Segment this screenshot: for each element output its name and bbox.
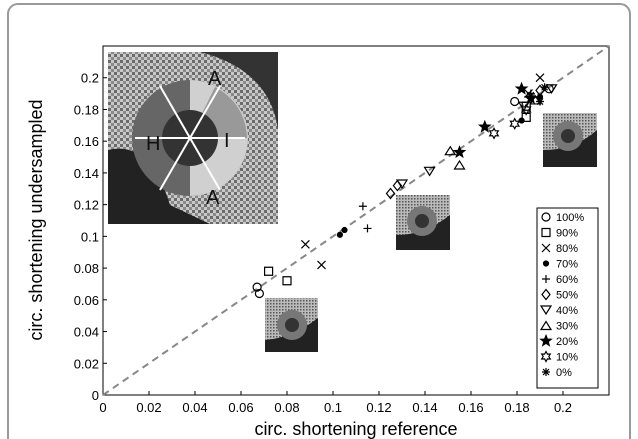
x-tick-label: 0.18 bbox=[504, 400, 529, 415]
marker bbox=[300, 239, 310, 249]
legend-label: 0% bbox=[556, 367, 572, 379]
marker bbox=[520, 103, 532, 116]
y-tick-label: 0.1 bbox=[81, 229, 99, 244]
legend-marker bbox=[542, 260, 550, 267]
marker bbox=[385, 187, 396, 200]
marker bbox=[509, 117, 521, 130]
legend-marker bbox=[542, 275, 550, 283]
legend-marker bbox=[541, 243, 551, 253]
legend-label: 80% bbox=[556, 243, 578, 255]
marker bbox=[317, 260, 326, 270]
marker bbox=[477, 119, 492, 133]
marker bbox=[540, 83, 549, 92]
legend-label: 40% bbox=[556, 305, 578, 317]
y-axis-label: circ. shortening undersampled bbox=[26, 99, 46, 340]
marker bbox=[526, 91, 535, 100]
y-tick-label: 0.04 bbox=[74, 325, 99, 340]
marker bbox=[488, 127, 500, 140]
marker bbox=[453, 159, 466, 170]
marker bbox=[535, 73, 545, 83]
x-tick-label: 0.12 bbox=[366, 400, 391, 415]
legend-marker bbox=[539, 305, 553, 316]
marker bbox=[252, 282, 262, 292]
legend-marker bbox=[542, 368, 550, 376]
marker bbox=[363, 224, 372, 233]
x-axis-label: circ. shortening reference bbox=[254, 419, 457, 439]
y-tick-label: 0.16 bbox=[74, 134, 99, 149]
marker bbox=[444, 145, 457, 156]
marker bbox=[518, 117, 525, 124]
x-tick-label: 0 bbox=[99, 400, 106, 415]
legend-marker bbox=[541, 288, 551, 301]
marker bbox=[336, 231, 343, 238]
legend-label: 50% bbox=[556, 290, 578, 302]
marker bbox=[395, 179, 409, 190]
legend-label: 60% bbox=[556, 274, 578, 286]
marker bbox=[452, 145, 467, 159]
y-tick-label: 0.02 bbox=[74, 356, 99, 371]
inset-image bbox=[543, 113, 597, 167]
inset-label: A bbox=[206, 187, 220, 209]
inset-image bbox=[265, 298, 318, 352]
marker bbox=[358, 202, 367, 211]
legend-marker bbox=[541, 227, 551, 238]
marker bbox=[536, 97, 544, 106]
x-tick-label: 0.06 bbox=[228, 400, 253, 415]
marker bbox=[341, 226, 348, 234]
legend-label: 100% bbox=[556, 212, 584, 224]
inset-label: I bbox=[224, 130, 230, 152]
inset-image bbox=[108, 52, 278, 224]
legend-label: 20% bbox=[556, 336, 578, 348]
x-tick-label: 0.14 bbox=[412, 400, 437, 415]
legend-marker bbox=[539, 333, 553, 347]
marker bbox=[254, 288, 264, 299]
inset-image bbox=[396, 195, 450, 250]
marker bbox=[510, 96, 520, 107]
legend-marker bbox=[539, 320, 553, 331]
marker bbox=[545, 84, 558, 94]
y-tick-label: 0.08 bbox=[74, 261, 99, 276]
x-tick-label: 0.16 bbox=[458, 400, 483, 415]
legend-label: 70% bbox=[556, 259, 578, 271]
legend-label: 10% bbox=[556, 352, 578, 364]
x-tick-label: 0.02 bbox=[136, 400, 161, 415]
legend-label: 90% bbox=[556, 228, 578, 240]
y-tick-label: 0.12 bbox=[74, 198, 99, 213]
x-tick-label: 0.1 bbox=[324, 400, 342, 415]
marker bbox=[423, 166, 436, 177]
y-tick-label: 0.2 bbox=[81, 71, 99, 86]
y-tick-label: 0.18 bbox=[74, 102, 99, 117]
legend-marker bbox=[540, 350, 552, 363]
legend-marker bbox=[541, 212, 551, 222]
inset-label: A bbox=[208, 68, 222, 90]
y-tick-label: 0.14 bbox=[74, 166, 99, 181]
inset-label: H bbox=[146, 133, 160, 155]
marker bbox=[517, 101, 530, 112]
legend-label: 30% bbox=[556, 321, 578, 333]
y-tick-label: 0 bbox=[92, 388, 99, 403]
marker bbox=[282, 276, 292, 286]
y-tick-label: 0.06 bbox=[74, 293, 99, 308]
reference-line bbox=[102, 45, 610, 396]
x-tick-label: 0.2 bbox=[554, 400, 572, 415]
marker bbox=[514, 81, 529, 95]
x-tick-label: 0.08 bbox=[274, 400, 299, 415]
marker bbox=[264, 266, 274, 276]
x-tick-label: 0.04 bbox=[182, 400, 207, 415]
